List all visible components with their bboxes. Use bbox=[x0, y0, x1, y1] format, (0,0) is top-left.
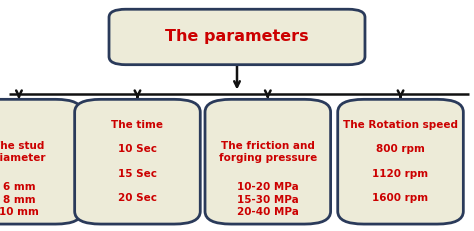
Text: The Rotation speed: The Rotation speed bbox=[343, 120, 458, 130]
Text: 10 Sec: 10 Sec bbox=[118, 144, 157, 154]
Text: 1120 rpm: 1120 rpm bbox=[373, 169, 428, 179]
FancyBboxPatch shape bbox=[205, 99, 331, 224]
Text: The time: The time bbox=[111, 120, 164, 130]
Text: 15-30 MPa: 15-30 MPa bbox=[237, 195, 299, 205]
Text: 1600 rpm: 1600 rpm bbox=[373, 193, 428, 203]
Text: 10-20 MPa: 10-20 MPa bbox=[237, 182, 299, 192]
Text: 8 mm: 8 mm bbox=[3, 195, 35, 205]
FancyBboxPatch shape bbox=[337, 99, 463, 224]
Text: The stud
diameter: The stud diameter bbox=[0, 141, 46, 163]
Text: 20 Sec: 20 Sec bbox=[118, 193, 157, 203]
Text: 15 Sec: 15 Sec bbox=[118, 169, 157, 179]
FancyBboxPatch shape bbox=[0, 99, 82, 224]
Text: The parameters: The parameters bbox=[165, 30, 309, 44]
Text: The friction and
forging pressure: The friction and forging pressure bbox=[219, 141, 317, 163]
Text: 10 mm: 10 mm bbox=[0, 207, 39, 217]
FancyBboxPatch shape bbox=[109, 9, 365, 65]
Text: 20-40 MPa: 20-40 MPa bbox=[237, 207, 299, 217]
Text: 800 rpm: 800 rpm bbox=[376, 144, 425, 154]
Text: 6 mm: 6 mm bbox=[3, 182, 35, 192]
FancyBboxPatch shape bbox=[74, 99, 200, 224]
